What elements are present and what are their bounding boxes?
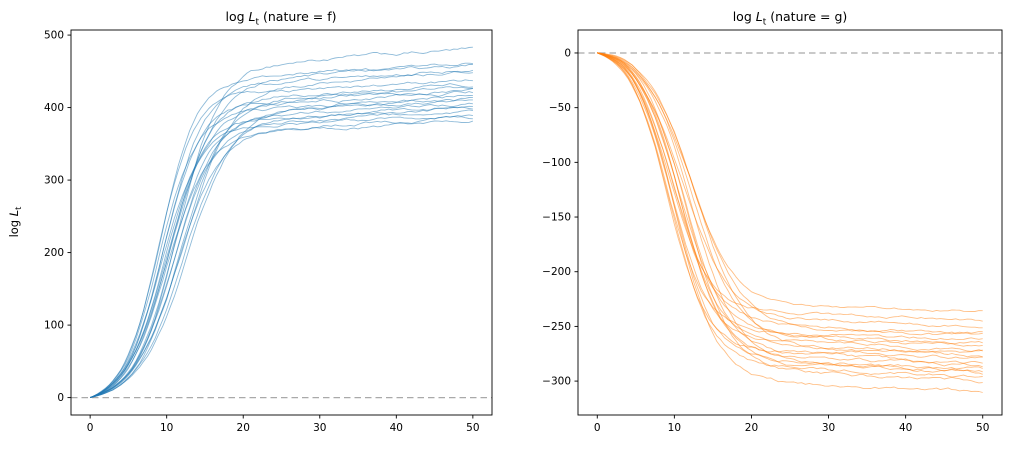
loglik-trajectory-line	[89, 102, 473, 399]
loglik-trajectory-line	[89, 86, 473, 399]
x-tick-label: 50	[976, 422, 989, 434]
loglik-trajectory-line	[597, 52, 983, 336]
panel-g-title: log Lt (nature = g)	[732, 9, 848, 28]
x-tick-label: 0	[594, 422, 601, 434]
loglik-trajectory-line	[597, 52, 983, 345]
y-tick-label: −50	[549, 102, 571, 114]
loglik-trajectory-line	[597, 52, 983, 364]
x-tick-label: 10	[668, 422, 681, 434]
loglik-trajectory-line	[597, 52, 983, 375]
loglik-trajectory-line	[597, 52, 983, 372]
loglik-trajectory-line	[597, 52, 983, 373]
loglik-trajectory-line	[597, 52, 983, 335]
x-tick-label: 40	[899, 422, 912, 434]
y-tick-label: 400	[44, 102, 64, 114]
x-tick-label: 30	[313, 422, 326, 434]
loglik-trajectory-line	[89, 115, 473, 399]
y-tick-label: 0	[57, 392, 64, 404]
x-tick-label: 10	[160, 422, 173, 434]
y-tick-label: 0	[564, 47, 571, 59]
axes-spines	[70, 29, 493, 416]
loglik-trajectory-line	[89, 97, 473, 399]
y-tick-label: −250	[542, 321, 571, 333]
y-tick-label: 500	[44, 30, 64, 42]
loglik-trajectory-line	[89, 87, 474, 399]
loglik-trajectory-line	[597, 52, 983, 341]
loglik-trajectory-line	[89, 79, 473, 399]
y-tick-label: 200	[44, 247, 64, 259]
loglik-trajectory-line	[89, 106, 473, 399]
loglik-trajectory-line	[89, 105, 473, 399]
loglik-trajectory-line	[89, 62, 473, 399]
loglik-trajectory-line	[89, 63, 473, 399]
loglik-trajectory-line	[597, 52, 983, 322]
loglik-trajectory-line	[597, 52, 983, 378]
loglik-trajectory-line	[597, 52, 983, 312]
loglik-trajectory-line	[597, 52, 983, 358]
loglik-trajectory-line	[89, 83, 473, 399]
y-tick-label: 100	[44, 320, 64, 332]
loglik-trajectory-line	[89, 91, 474, 399]
loglik-trajectory-line	[597, 52, 983, 384]
loglik-trajectory-line	[89, 120, 474, 399]
loglik-trajectory-line	[597, 52, 983, 368]
loglik-trajectory-line	[597, 52, 983, 353]
panel-nature-g: 0 10 20 30 40 50 0 −50 −100 −150 −200 −250 −300	[542, 29, 1003, 434]
loglik-trajectory-line	[597, 52, 983, 347]
x-tick-label: 50	[466, 422, 479, 434]
loglik-trajectory-line	[89, 109, 473, 399]
y-tick-label: −300	[542, 376, 571, 388]
x-tick-label: 20	[745, 422, 758, 434]
x-tick-label: 40	[390, 422, 403, 434]
axes-spines	[577, 29, 1003, 416]
x-tick-label: 20	[237, 422, 250, 434]
y-tick-label: 300	[44, 175, 64, 187]
loglik-trajectory-line	[597, 52, 983, 359]
y-tick-label: −200	[542, 266, 571, 278]
x-tick-label: 30	[822, 422, 835, 434]
panel-f-title: log Lt (nature = f)	[225, 9, 337, 28]
loglik-trajectory-line	[597, 52, 983, 393]
loglik-trajectory-line	[89, 114, 473, 399]
y-tick-label: −100	[542, 157, 571, 169]
x-tick-label: 0	[87, 422, 94, 434]
y-tick-label: −150	[542, 212, 571, 224]
